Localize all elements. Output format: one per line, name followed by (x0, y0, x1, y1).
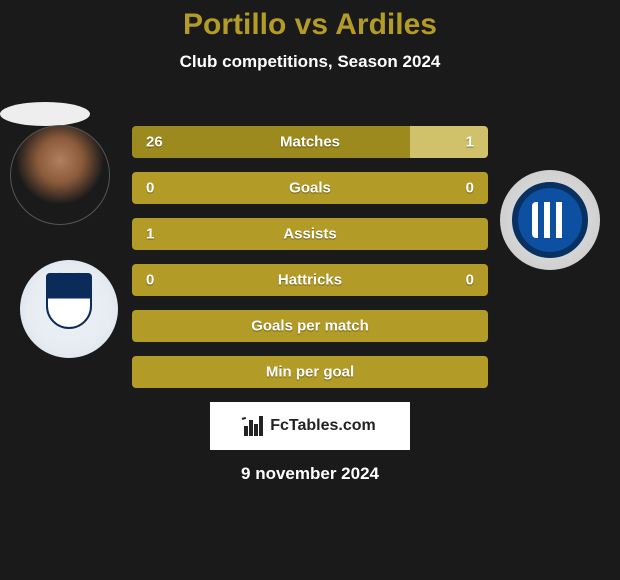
stat-label: Goals (289, 180, 331, 197)
stat-label: Assists (283, 226, 336, 243)
stat-label: Hattricks (278, 272, 342, 289)
club-crest-right (500, 170, 600, 270)
stats-bar-group: 26 1 Matches 0 0 Goals 1 Assists 0 0 Hattricks Goal… (132, 126, 488, 388)
stat-value-left: 0 (146, 272, 154, 289)
stat-value-left: 0 (146, 180, 154, 197)
infographic-container: Portillo vs Ardiles Club competitions, S… (0, 0, 620, 580)
stat-bar-row: 0 0 Hattricks (132, 264, 488, 296)
stat-value-right: 0 (466, 180, 474, 197)
footer-date: 9 november 2024 (0, 464, 620, 484)
stat-label: Goals per match (251, 318, 369, 335)
stat-bar-fill-right (410, 126, 488, 158)
player-left-avatar (10, 125, 110, 225)
stat-value-right: 0 (466, 272, 474, 289)
stat-value-left: 1 (146, 226, 154, 243)
crest-left-shield (46, 273, 92, 329)
page-subtitle: Club competitions, Season 2024 (0, 52, 620, 72)
stat-label: Min per goal (266, 364, 354, 381)
page-title: Portillo vs Ardiles (0, 8, 620, 42)
stat-bar-row: 26 1 Matches (132, 126, 488, 158)
crest-right-ring (512, 182, 588, 258)
brand-text: FcTables.com (270, 417, 376, 435)
stat-bar-row: Goals per match (132, 310, 488, 342)
stat-bar-row: 1 Assists (132, 218, 488, 250)
club-crest-left: ★ ★ (20, 260, 118, 358)
player-right-avatar (0, 102, 90, 126)
stat-bar-row: Min per goal (132, 356, 488, 388)
stat-bar-row: 0 0 Goals (132, 172, 488, 204)
stat-label: Matches (280, 134, 340, 151)
stat-value-left: 26 (146, 134, 163, 151)
crest-right-stripes (532, 202, 568, 238)
chart-icon (244, 416, 264, 436)
stat-bar-fill-left (132, 126, 410, 158)
brand-badge: FcTables.com (210, 402, 410, 450)
stat-value-right: 1 (466, 134, 474, 151)
